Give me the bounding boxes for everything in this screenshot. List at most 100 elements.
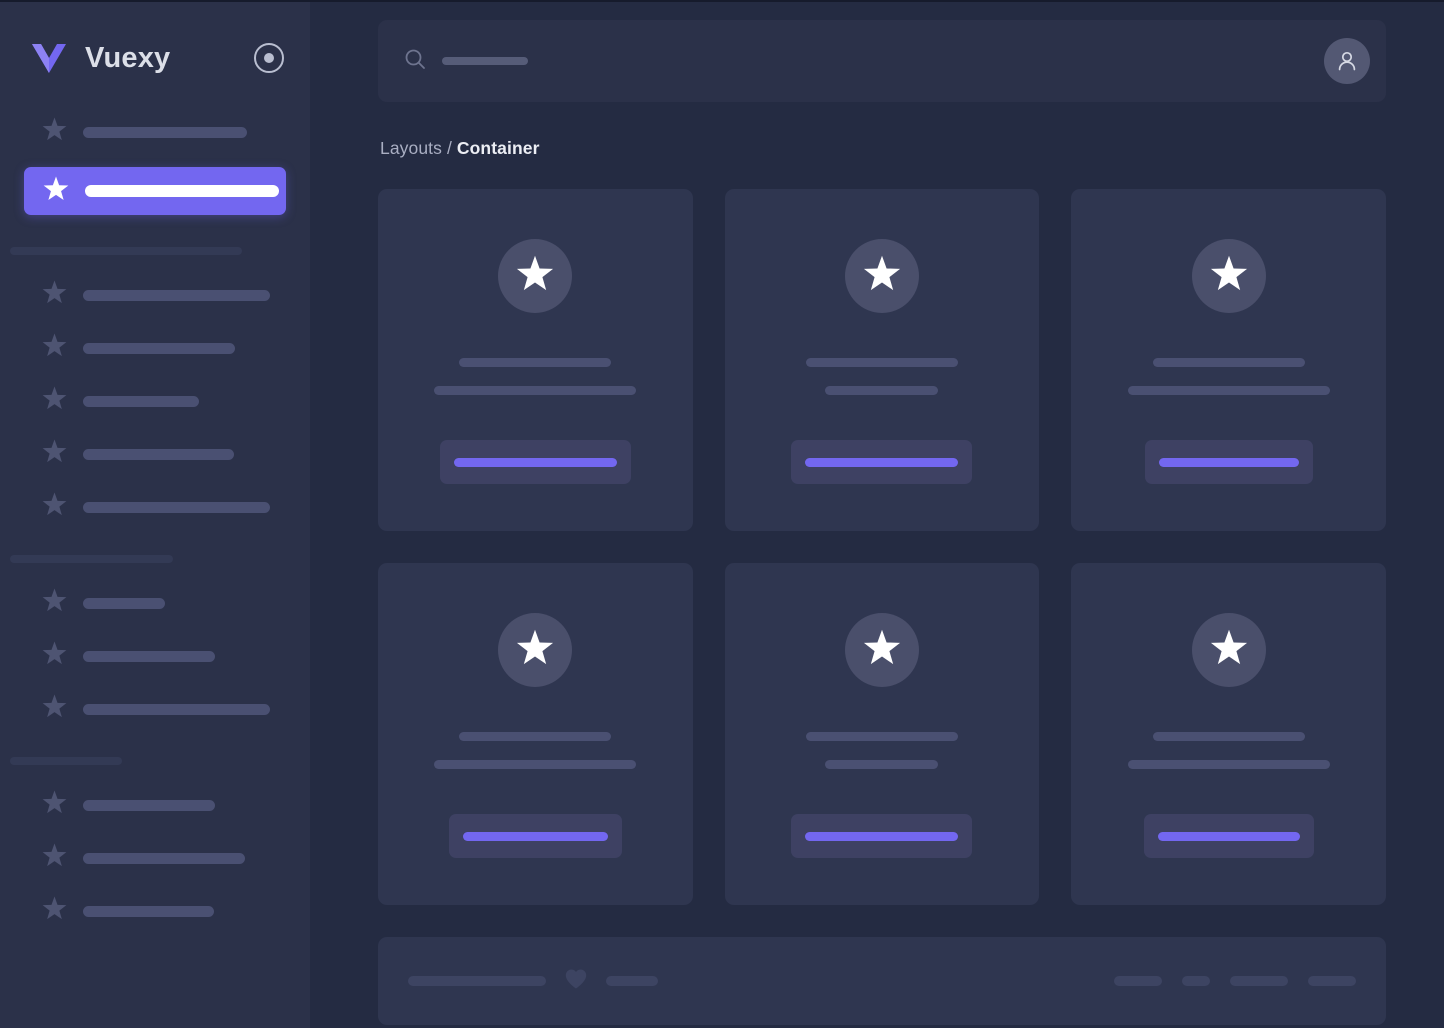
card-text-line xyxy=(1127,760,1330,769)
star-icon xyxy=(42,439,67,469)
star-icon xyxy=(516,255,554,298)
card-avatar xyxy=(844,613,919,687)
sidebar-item-2-1[interactable] xyxy=(24,638,286,674)
sidebar-section-0 xyxy=(0,114,310,215)
sidebar-nav xyxy=(0,114,310,929)
sidebar-item-label-bar xyxy=(83,395,199,407)
card-text-line xyxy=(1152,732,1305,741)
footer-link-bar[interactable] xyxy=(1182,976,1210,986)
card-text-placeholders xyxy=(378,732,693,769)
sidebar-item-label-bar xyxy=(83,126,247,138)
footer-right-group xyxy=(1114,976,1356,986)
breadcrumb-parent[interactable]: Layouts xyxy=(380,138,442,158)
sidebar-brand: Vuexy xyxy=(0,2,310,114)
user-avatar-icon[interactable] xyxy=(1324,38,1370,84)
card-text-line xyxy=(434,386,637,395)
sidebar-item-1-3[interactable] xyxy=(24,436,286,472)
search-placeholder-bar xyxy=(442,57,528,65)
content-card xyxy=(1071,189,1386,531)
sidebar-item-label-bar xyxy=(83,448,234,460)
card-text-placeholders xyxy=(725,358,1040,395)
star-icon xyxy=(42,843,67,873)
card-action-button[interactable] xyxy=(1144,440,1313,484)
card-avatar xyxy=(1191,613,1266,687)
card-action-button[interactable] xyxy=(1143,814,1314,858)
content-card xyxy=(378,563,693,905)
card-action-button[interactable] xyxy=(439,440,631,484)
card-text-placeholders xyxy=(1071,732,1386,769)
breadcrumb-current: Container xyxy=(456,138,540,158)
card-avatar xyxy=(844,239,919,313)
sidebar-item-label-bar xyxy=(83,501,270,513)
sidebar-section-divider xyxy=(10,757,122,765)
card-avatar xyxy=(1191,239,1266,313)
star-icon xyxy=(42,694,67,724)
sidebar-section-3 xyxy=(0,787,310,929)
sidebar-item-label-bar xyxy=(83,852,245,864)
card-text-line xyxy=(825,386,939,395)
search-icon xyxy=(404,48,426,75)
circle-dot-collapse-icon[interactable] xyxy=(254,43,284,73)
sidebar-item-1-4[interactable] xyxy=(24,489,286,525)
card-text-line xyxy=(459,732,612,741)
card-button-label-bar xyxy=(1157,831,1300,841)
sidebar-item-1-2[interactable] xyxy=(24,383,286,419)
card-button-label-bar xyxy=(805,457,959,467)
heart-icon[interactable] xyxy=(564,968,588,995)
card-text-line xyxy=(805,358,958,367)
sidebar-item-label-bar xyxy=(83,703,270,715)
star-icon xyxy=(43,176,69,207)
card-text-placeholders xyxy=(1071,358,1386,395)
topbar xyxy=(378,20,1386,102)
sidebar-item-3-2[interactable] xyxy=(24,893,286,929)
search-input[interactable] xyxy=(404,48,1324,75)
star-icon xyxy=(42,386,67,416)
sidebar-section-2 xyxy=(0,585,310,727)
footer-secondary-bar xyxy=(606,976,658,986)
card-text-line xyxy=(825,760,939,769)
content-card xyxy=(378,189,693,531)
card-text-placeholders xyxy=(378,358,693,395)
footer-link-bar[interactable] xyxy=(1114,976,1162,986)
sidebar-item-label-bar xyxy=(83,650,215,662)
star-icon xyxy=(1210,255,1248,298)
sidebar-item-0-1[interactable] xyxy=(24,167,286,215)
sidebar-item-0-0[interactable] xyxy=(24,114,286,150)
sidebar-item-label-bar xyxy=(83,289,270,301)
footer-left-group xyxy=(408,968,1114,995)
sidebar-item-2-2[interactable] xyxy=(24,691,286,727)
sidebar-item-2-0[interactable] xyxy=(24,585,286,621)
breadcrumb-separator: / xyxy=(446,138,452,158)
card-avatar xyxy=(498,613,573,687)
card-action-button[interactable] xyxy=(791,440,973,484)
star-icon xyxy=(42,588,67,618)
card-button-label-bar xyxy=(1158,457,1299,467)
star-icon xyxy=(42,280,67,310)
star-icon xyxy=(42,896,67,926)
sidebar-section-1 xyxy=(0,277,310,525)
sidebar-item-label-bar xyxy=(83,799,215,811)
star-icon xyxy=(42,790,67,820)
sidebar-item-label-bar xyxy=(83,905,214,917)
sidebar-section-divider xyxy=(10,247,242,255)
card-text-line xyxy=(434,760,637,769)
vuexy-v-logo-icon xyxy=(30,39,68,77)
content-card xyxy=(724,189,1040,531)
card-action-button[interactable] xyxy=(791,814,973,858)
main-content: Layouts / Container xyxy=(310,2,1444,1028)
footer-link-bar[interactable] xyxy=(1308,976,1356,986)
star-icon xyxy=(863,255,901,298)
card-action-button[interactable] xyxy=(448,814,622,858)
content-card xyxy=(1071,563,1386,905)
sidebar-item-label-bar xyxy=(85,185,279,197)
footer-link-bar[interactable] xyxy=(1230,976,1288,986)
sidebar-item-1-0[interactable] xyxy=(24,277,286,313)
star-icon xyxy=(42,333,67,363)
sidebar-item-3-1[interactable] xyxy=(24,840,286,876)
card-avatar xyxy=(498,239,573,313)
sidebar-item-3-0[interactable] xyxy=(24,787,286,823)
card-text-line xyxy=(1127,386,1330,395)
sidebar-item-1-1[interactable] xyxy=(24,330,286,366)
breadcrumb: Layouts / Container xyxy=(380,138,1386,159)
